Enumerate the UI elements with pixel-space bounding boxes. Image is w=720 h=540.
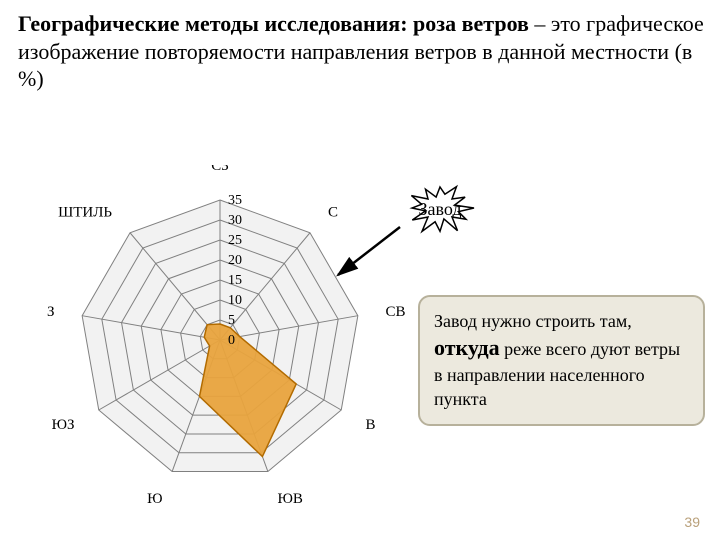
axis-label: ЮВ <box>277 491 302 507</box>
axis-label: ЮЗ <box>52 417 75 433</box>
explanation-emphasis: откуда <box>434 335 500 360</box>
tick-label: 0 <box>228 333 235 348</box>
slide-number: 39 <box>684 514 700 530</box>
axis-label: В <box>365 417 375 433</box>
tick-label: 15 <box>228 273 242 288</box>
tick-label: 35 <box>228 193 242 208</box>
tick-label: 20 <box>228 253 242 268</box>
tick-label: 10 <box>228 293 242 308</box>
explanation-box: Завод нужно строить там, откуда реже все… <box>418 295 705 426</box>
wind-rose-chart: СЗ С СВ В ЮВ Ю ЮЗ З ШТИЛЬ 35 30 25 20 15 10 5 0 <box>10 165 430 530</box>
tick-label: 5 <box>228 313 235 328</box>
zavod-label: Завод <box>370 199 510 220</box>
tick-label: 25 <box>228 233 242 248</box>
axis-label: ШТИЛЬ <box>58 204 112 220</box>
axis-label: СВ <box>385 304 405 320</box>
axis-label: С <box>328 204 338 220</box>
axis-label: З <box>47 304 55 320</box>
title-block: Географические методы исследования: роза… <box>18 10 710 93</box>
title-bold: Географические методы исследования: роза… <box>18 11 529 36</box>
zavod-callout: Завод <box>370 175 510 255</box>
tick-label: 30 <box>228 213 242 228</box>
explanation-pre: Завод нужно строить там, <box>434 311 632 331</box>
axis-label: СЗ <box>211 165 229 174</box>
axis-label: Ю <box>147 491 162 507</box>
